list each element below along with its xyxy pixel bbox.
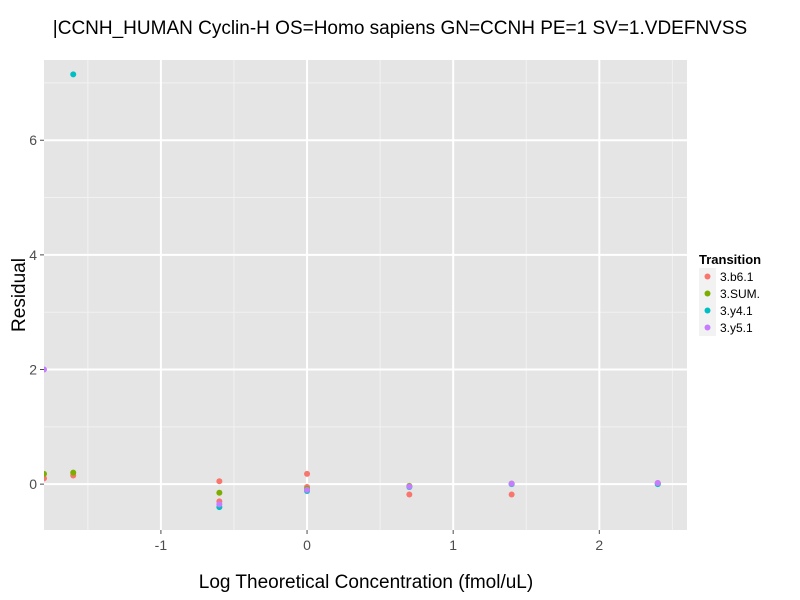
x-tick-label: 0	[303, 537, 311, 553]
x-tick-label: -1	[155, 537, 168, 553]
legend-label: 3.y4.1	[720, 304, 753, 318]
data-point	[44, 470, 47, 477]
data-point	[44, 475, 47, 482]
data-point	[508, 491, 515, 498]
y-tick-label: 6	[29, 132, 37, 148]
data-point	[70, 71, 77, 78]
data-point	[304, 486, 311, 493]
y-axis-ticks: 0 2 4 6	[29, 132, 44, 492]
legend-label: 3.y5.1	[720, 321, 753, 335]
data-point	[216, 501, 223, 508]
data-point	[406, 491, 413, 498]
chart-title: |CCNH_HUMAN Cyclin-H OS=Homo sapiens GN=…	[53, 18, 747, 39]
legend-key-marker	[704, 307, 711, 314]
data-point	[216, 489, 223, 496]
data-point	[304, 470, 311, 477]
data-point	[44, 366, 47, 373]
x-tick-label: 1	[449, 537, 457, 553]
data-point	[654, 480, 661, 486]
legend-label: 3.b6.1	[720, 270, 754, 284]
y-tick-label: 2	[29, 362, 37, 378]
y-axis-title: Residual	[9, 258, 30, 332]
data-point	[70, 469, 77, 476]
legend-key-marker	[704, 324, 711, 331]
minor-gridlines	[44, 60, 687, 530]
major-gridlines	[44, 60, 687, 530]
y-tick-label: 4	[29, 247, 37, 263]
y-tick-label: 0	[29, 476, 37, 492]
legend-title: Transition	[699, 252, 761, 267]
legend-key-marker	[704, 273, 711, 280]
data-point	[508, 480, 515, 487]
x-axis-ticks: -1 0 1 2	[155, 530, 603, 553]
legend-label: 3.SUM.	[720, 287, 760, 301]
x-axis-title: Log Theoretical Concentration (fmol/uL)	[199, 572, 533, 593]
plot-panel	[44, 60, 687, 530]
x-tick-label: 2	[595, 537, 603, 553]
data-point	[216, 478, 223, 485]
data-points	[44, 71, 661, 511]
legend: Transition 3.b6.1 3.SUM. 3.y4.1 3.y5.1	[699, 252, 761, 336]
data-point	[406, 483, 413, 490]
legend-key-marker	[704, 290, 711, 297]
